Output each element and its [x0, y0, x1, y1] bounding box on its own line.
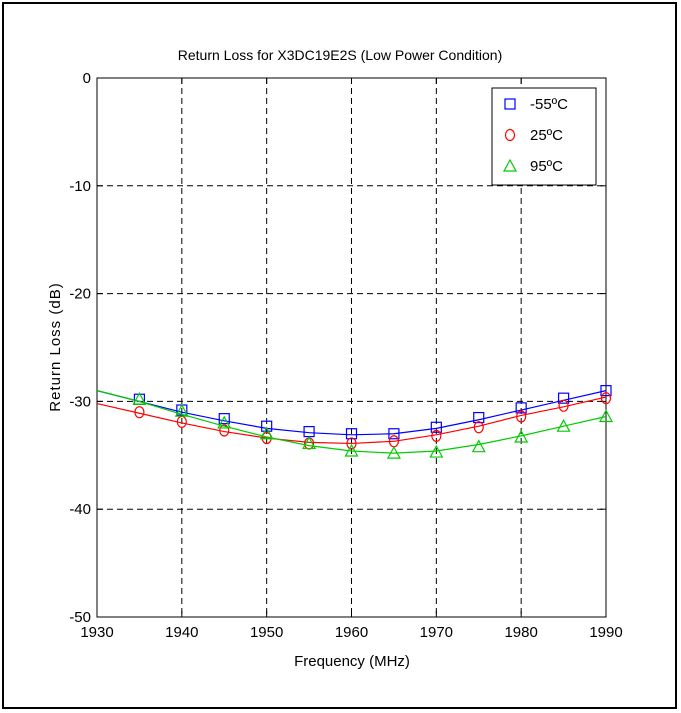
data-point — [261, 420, 273, 432]
data-point — [219, 424, 230, 437]
legend-label: 25ºC — [530, 127, 563, 144]
x-tick-label: 1980 — [504, 624, 537, 641]
y-tick-label: -50 — [69, 609, 91, 626]
x-tick-label: 1960 — [335, 624, 368, 641]
data-point — [598, 409, 614, 423]
x-tick-label: 1930 — [80, 624, 113, 641]
y-tick-label: -20 — [69, 286, 91, 303]
data-point — [134, 406, 145, 419]
x-axis-label: Frequency (MHz) — [294, 653, 410, 670]
legend-label: 95ºC — [530, 158, 563, 175]
series-2 — [96, 390, 614, 459]
data-point — [344, 443, 359, 457]
data-point — [218, 413, 230, 425]
data-point — [473, 411, 485, 424]
y-tick-label: -40 — [69, 501, 91, 518]
x-tick-label: 1970 — [420, 624, 453, 641]
data-point — [259, 426, 274, 440]
data-point — [557, 392, 570, 404]
legend-box — [491, 87, 597, 186]
data-point — [430, 421, 442, 433]
data-point — [386, 445, 401, 459]
legend-marker — [504, 128, 516, 142]
data-point — [217, 415, 232, 429]
legend: -55ºC 25ºC 95ºC — [491, 87, 597, 186]
series-line — [96, 390, 607, 436]
x-tick-label: 1940 — [165, 624, 198, 641]
data-point — [514, 429, 529, 443]
legend-marker — [502, 158, 518, 172]
data-point — [516, 410, 527, 423]
data-point — [174, 403, 189, 417]
x-tick-label: 1990 — [589, 624, 622, 641]
data-point — [132, 391, 147, 405]
data-point — [345, 428, 358, 440]
x-tick-label: 1950 — [250, 624, 283, 641]
data-point — [600, 385, 612, 397]
data-point — [346, 437, 357, 450]
data-point — [471, 439, 486, 453]
data-point — [515, 402, 527, 414]
legend-marker — [504, 98, 516, 110]
series-line — [96, 396, 607, 445]
data-point — [558, 399, 569, 412]
y-axis-label: Return Loss (dB) — [47, 282, 64, 411]
legend-label: -55ºC — [530, 96, 568, 113]
data-point — [302, 436, 317, 450]
data-point — [431, 429, 442, 442]
y-tick-label: -30 — [69, 393, 91, 410]
y-tick-label: -10 — [69, 178, 91, 195]
y-tick-label: 0 — [83, 70, 91, 87]
chart-title: Return Loss for X3DC19E2S (Low Power Con… — [178, 47, 503, 63]
data-point — [388, 428, 400, 440]
series-line — [96, 390, 607, 454]
data-point — [600, 392, 612, 405]
data-point — [556, 418, 571, 432]
data-point — [429, 444, 444, 458]
data-point — [473, 421, 484, 434]
